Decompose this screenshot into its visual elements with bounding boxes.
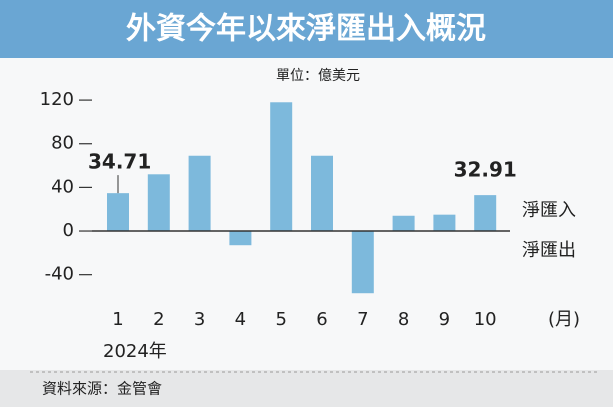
bar	[311, 155, 333, 232]
source-area	[0, 370, 613, 407]
x-tick-label: 5	[275, 309, 286, 330]
x-tick-label: 10	[474, 309, 497, 330]
bar	[351, 231, 374, 294]
x-tick-label: 1	[112, 309, 123, 330]
x-tick-label: 2	[153, 309, 164, 330]
y-tick-label: 80	[51, 133, 74, 154]
bar	[147, 174, 170, 232]
negative-label: 淨匯出	[522, 240, 576, 261]
unit-label: 單位：億美元	[276, 68, 360, 84]
x-tick-label: 7	[357, 309, 368, 330]
value-label: 34.71	[88, 150, 151, 174]
bar	[270, 102, 293, 232]
x-tick-label: 6	[316, 309, 327, 330]
y-tick-label: 120	[40, 89, 74, 110]
x-tick-label: 4	[235, 309, 246, 330]
y-tick-label: 0	[63, 220, 74, 241]
title-banner	[0, 0, 613, 58]
source: 資料來源：金管會	[42, 380, 162, 398]
year-label: 2024年	[103, 341, 167, 362]
bar	[229, 231, 252, 246]
bar	[392, 215, 415, 232]
bar	[188, 155, 211, 232]
positive-label: 淨匯入	[522, 200, 576, 221]
x-tick-label: 3	[194, 309, 205, 330]
bar	[474, 195, 497, 232]
chart-title: 外資今年以來淨匯出入概況	[126, 12, 486, 47]
y-tick-label: -40	[45, 264, 74, 285]
x-tick-label: 9	[439, 309, 450, 330]
x-unit: (月)	[548, 309, 580, 330]
bar	[433, 214, 456, 232]
bar	[107, 193, 129, 232]
value-label: 32.91	[454, 158, 517, 182]
y-tick-label: 40	[51, 176, 74, 197]
x-tick-label: 8	[398, 309, 409, 330]
